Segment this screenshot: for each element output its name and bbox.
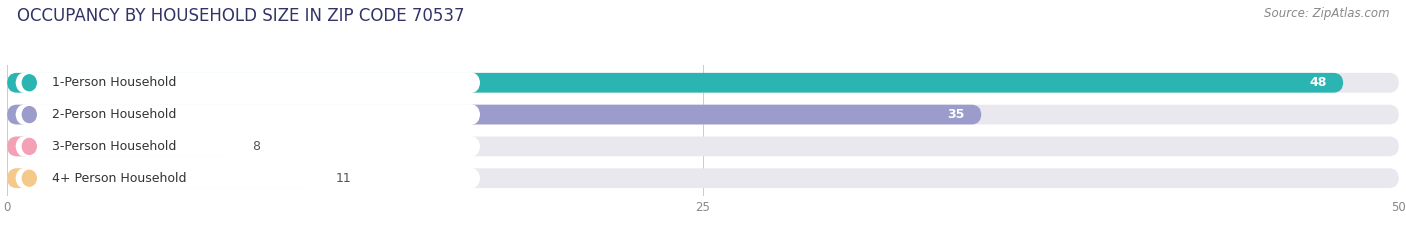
Circle shape xyxy=(22,170,37,186)
Text: 3-Person Household: 3-Person Household xyxy=(52,140,176,153)
Text: Source: ZipAtlas.com: Source: ZipAtlas.com xyxy=(1264,7,1389,20)
Text: 35: 35 xyxy=(948,108,965,121)
FancyBboxPatch shape xyxy=(15,136,481,157)
Circle shape xyxy=(22,138,37,154)
FancyBboxPatch shape xyxy=(15,168,481,189)
FancyBboxPatch shape xyxy=(15,72,481,93)
Circle shape xyxy=(22,75,37,91)
Text: 48: 48 xyxy=(1309,76,1327,89)
Text: 4+ Person Household: 4+ Person Household xyxy=(52,172,186,185)
FancyBboxPatch shape xyxy=(7,105,1399,124)
FancyBboxPatch shape xyxy=(7,137,229,156)
FancyBboxPatch shape xyxy=(7,168,314,188)
FancyBboxPatch shape xyxy=(7,137,1399,156)
FancyBboxPatch shape xyxy=(7,168,1399,188)
FancyBboxPatch shape xyxy=(7,73,1399,93)
Text: 11: 11 xyxy=(336,172,352,185)
FancyBboxPatch shape xyxy=(15,104,481,125)
Text: 1-Person Household: 1-Person Household xyxy=(52,76,176,89)
Circle shape xyxy=(22,107,37,123)
Text: OCCUPANCY BY HOUSEHOLD SIZE IN ZIP CODE 70537: OCCUPANCY BY HOUSEHOLD SIZE IN ZIP CODE … xyxy=(17,7,464,25)
FancyBboxPatch shape xyxy=(7,105,981,124)
FancyBboxPatch shape xyxy=(7,73,1343,93)
Text: 2-Person Household: 2-Person Household xyxy=(52,108,176,121)
Text: 8: 8 xyxy=(252,140,260,153)
